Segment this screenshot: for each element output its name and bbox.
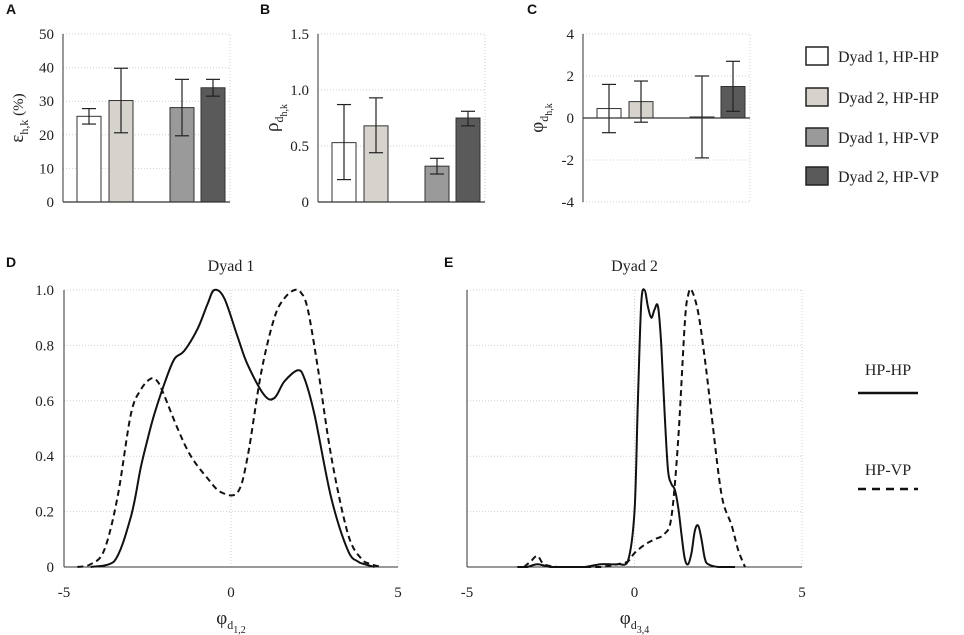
x-axis-label-subsubscript: 1,2 — [233, 625, 246, 635]
y-tick-label: 1.5 — [290, 27, 309, 43]
panel-e-density-chart: -5 0 5 Dyad 2 φd3,4 — [461, 258, 806, 635]
y-axis-label-subscript: h,k — [17, 120, 31, 135]
x-axis-label-subscript: d — [227, 618, 233, 632]
y-tick-label: 0.2 — [35, 505, 54, 521]
y-axis-label-symbol: φ — [527, 122, 548, 133]
y-tick-label: 0.6 — [35, 394, 54, 410]
y-tick-label: 10 — [39, 161, 54, 177]
y-axis-label-subscript: d — [537, 116, 551, 122]
y-tick-label: -4 — [562, 195, 575, 211]
y-axis-label-subscript: d — [272, 117, 286, 123]
x-axis-label-symbol: φ — [216, 608, 227, 629]
legend-label: Dyad 1, HP-HP — [838, 49, 939, 66]
y-axis-label: εh,k (%) — [7, 93, 31, 142]
legend-label: HP-HP — [865, 362, 911, 379]
series-line-hp-vp — [77, 288, 382, 568]
x-tick-label: 0 — [227, 585, 235, 601]
x-tick-label: 0 — [631, 585, 639, 601]
legend-swatch — [805, 46, 829, 66]
y-tick-label: 0 — [567, 111, 575, 127]
y-axis-label-symbol: ρ — [262, 123, 283, 132]
series-line-hp-vp — [523, 287, 746, 568]
x-tick-label: 5 — [798, 585, 806, 601]
series-line-hp-hp — [517, 288, 735, 568]
x-tick-label: -5 — [58, 585, 71, 601]
panel-c-bar-chart: -4 -2 0 2 4 φdh,k — [527, 27, 751, 211]
x-axis-label: φd1,2 — [216, 608, 245, 635]
y-axis-label-symbol: ε — [7, 135, 28, 143]
legend-label: Dyad 1, HP-VP — [838, 130, 939, 147]
y-tick-label: 20 — [39, 128, 54, 144]
y-tick-label: 0.5 — [290, 139, 309, 155]
legend-label: Dyad 2, HP-VP — [838, 169, 939, 186]
y-tick-label: 0 — [47, 195, 55, 211]
x-axis-label: φd3,4 — [620, 608, 649, 635]
x-tick-label: 5 — [394, 585, 402, 601]
legend-label: Dyad 2, HP-HP — [838, 90, 939, 107]
panel-letter-a: A — [6, 1, 16, 17]
y-tick-label: -2 — [562, 153, 575, 169]
panel-letter-e: E — [444, 254, 453, 270]
legend-swatch — [805, 166, 829, 186]
y-tick-label: 2 — [567, 69, 575, 85]
panel-letter-c: C — [527, 1, 537, 17]
y-tick-label: 1.0 — [290, 83, 309, 99]
panel-letter-d: D — [6, 254, 16, 270]
y-tick-label: 4 — [567, 27, 575, 43]
y-tick-label: 1.0 — [35, 283, 54, 299]
chart-title: Dyad 1 — [208, 258, 255, 275]
y-axis-label-subsubscript: h,k — [279, 104, 290, 117]
series-line-hp-hp — [90, 288, 375, 568]
bar — [76, 115, 102, 203]
x-axis-label-symbol: φ — [620, 608, 631, 629]
y-tick-label: 0 — [302, 195, 310, 211]
line-legend: HP-HP HP-VP — [858, 362, 918, 491]
y-tick-label: 0.4 — [35, 449, 54, 465]
legend-label: HP-VP — [865, 462, 911, 479]
x-axis-label-subscript: d — [631, 618, 637, 632]
legend-swatch — [805, 87, 829, 107]
panel-a-bar-chart: 0 10 20 30 40 50 εh,k (%) — [7, 27, 231, 211]
y-tick-label: 40 — [39, 61, 54, 77]
y-tick-label: 50 — [39, 27, 54, 43]
y-axis-label-unit: (%) — [11, 93, 27, 119]
chart-title: Dyad 2 — [611, 258, 658, 275]
bar-legend: Dyad 1, HP-HP Dyad 2, HP-HP Dyad 1, HP-VP D… — [805, 46, 939, 186]
y-axis-label: ρdh,k — [262, 104, 290, 132]
panel-b-bar-chart: 0 0.5 1.0 1.5 ρdh,k — [262, 27, 486, 211]
x-tick-label: -5 — [461, 585, 474, 601]
bar — [200, 87, 226, 203]
bar — [455, 117, 481, 203]
y-axis-label: φdh,k — [527, 103, 555, 132]
panel-letter-b: B — [260, 1, 270, 17]
y-tick-label: 0.8 — [35, 338, 54, 354]
x-axis-label-subsubscript: 3,4 — [637, 625, 650, 635]
y-axis-label-subsubscript: h,k — [544, 103, 555, 116]
y-tick-label: 0 — [47, 560, 55, 576]
legend-swatch — [805, 127, 829, 147]
y-tick-label: 30 — [39, 94, 54, 110]
